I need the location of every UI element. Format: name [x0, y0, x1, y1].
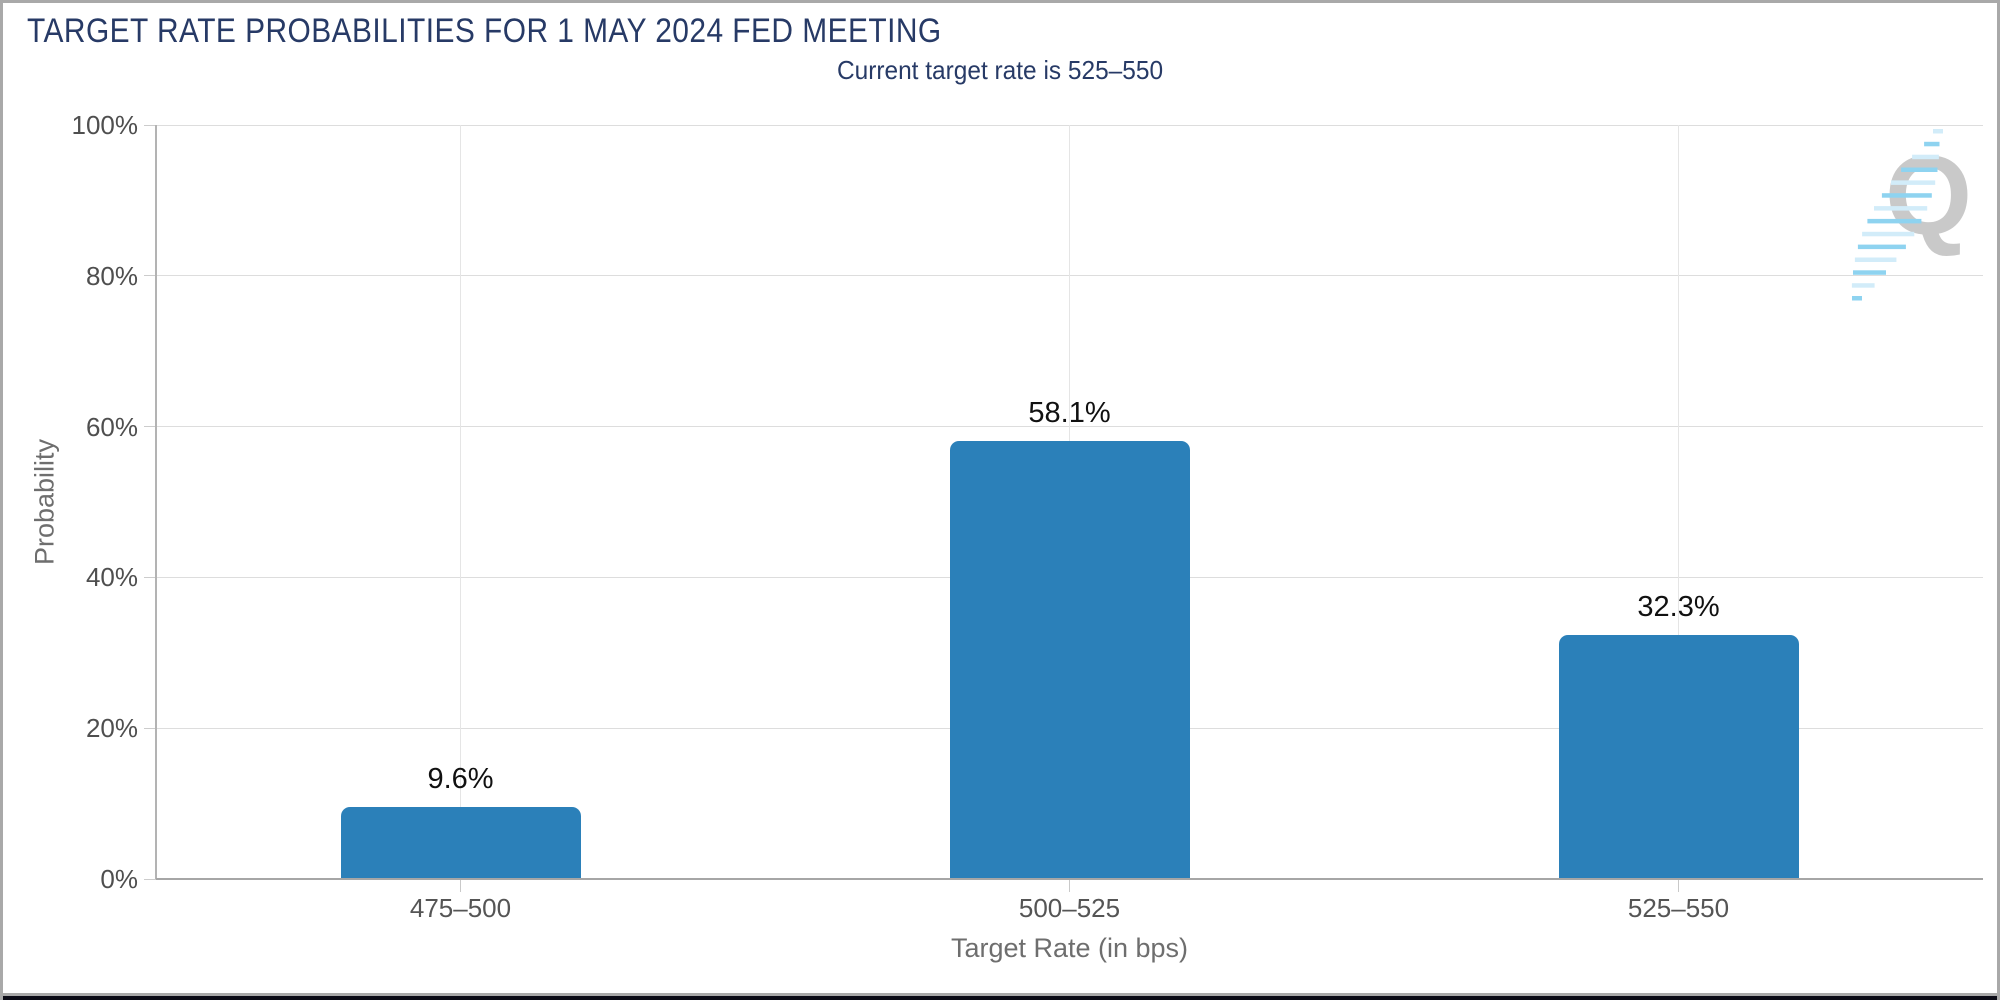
bar-value-label: 32.3%: [1637, 591, 1720, 624]
x-axis-title: Target Rate (in bps): [950, 933, 1189, 963]
bar-value-label: 9.6%: [427, 762, 494, 795]
frame-bottom-border: [3, 993, 1997, 996]
y-axis-title: Probability: [29, 438, 60, 566]
y-tick-label: 20%: [85, 713, 138, 744]
x-gridline: [460, 125, 461, 879]
window-bottom-edge: [3, 996, 1997, 1000]
chart-subtitle: Current target rate is 525–550: [836, 55, 1164, 85]
y-axis-tick: [144, 275, 156, 277]
x-tick-label: 500–525: [1018, 893, 1121, 923]
bar-value-label: 58.1%: [1028, 396, 1111, 429]
watermark-dashes-icon: [1851, 129, 1943, 301]
x-axis-tick: [460, 879, 461, 892]
y-tick-label: 0%: [100, 864, 138, 894]
y-axis-tick: [144, 576, 156, 578]
y-axis-tick: [144, 426, 156, 428]
y-tick-label: 80%: [85, 260, 138, 291]
y-axis-tick: [144, 878, 156, 880]
x-axis-tick: [1678, 879, 1679, 892]
bar: [1558, 635, 1799, 879]
bar: [949, 440, 1190, 879]
x-tick-label: 475–500: [409, 893, 512, 923]
y-tick-label: 100%: [71, 110, 139, 140]
x-gridline: [1678, 125, 1679, 879]
quikstrike-logo-watermark: Q: [1833, 116, 1997, 311]
x-axis-tick: [1069, 879, 1070, 892]
bar: [340, 806, 581, 879]
y-axis-line: [155, 125, 157, 879]
y-axis-tick: [144, 727, 156, 729]
y-tick-label: 40%: [85, 562, 138, 593]
x-tick-label: 525–550: [1627, 893, 1730, 923]
y-axis-tick: [144, 124, 156, 126]
chart-title: TARGET RATE PROBABILITIES FOR 1 MAY 2024…: [27, 12, 942, 50]
x-axis-line: [156, 878, 1983, 880]
y-tick-label: 60%: [85, 411, 138, 442]
